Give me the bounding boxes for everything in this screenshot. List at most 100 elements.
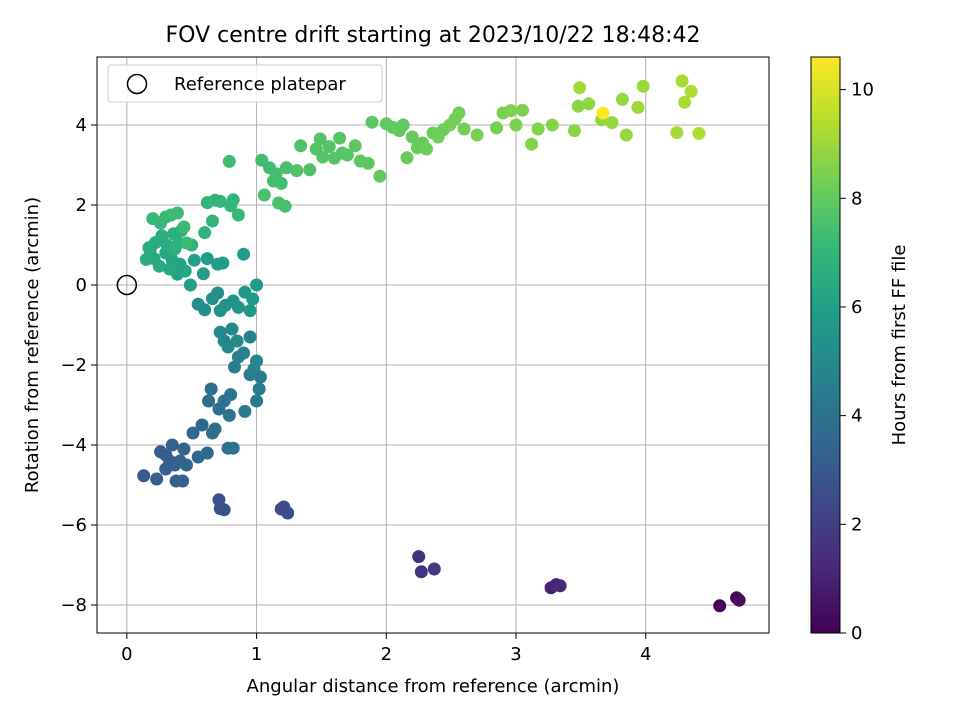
data-point [170, 206, 184, 220]
data-point [228, 360, 242, 374]
data-point [470, 128, 484, 142]
y-axis-ticks: −8 −6 −4 −2 0 2 4 [60, 115, 97, 616]
grid [97, 57, 769, 633]
data-point [274, 176, 288, 190]
data-point [250, 394, 264, 408]
data-point [316, 150, 330, 164]
colorbar-tick-label: 6 [851, 297, 862, 318]
data-point [605, 116, 619, 130]
data-point [246, 292, 260, 306]
x-tick-label: 3 [510, 644, 521, 665]
data-point [615, 92, 629, 106]
chart-title: FOV centre drift starting at 2023/10/22 … [166, 23, 701, 48]
data-point [231, 300, 245, 314]
data-point [573, 81, 587, 95]
data-point [281, 506, 295, 520]
data-point [238, 404, 252, 418]
y-tick-label: −8 [60, 595, 87, 616]
data-point [200, 446, 214, 460]
data-point [180, 458, 194, 472]
data-point [250, 278, 264, 292]
colorbar-tick-label: 2 [851, 514, 862, 535]
data-point [348, 139, 362, 153]
data-point [252, 382, 266, 396]
data-point [230, 334, 244, 348]
data-point [213, 194, 227, 208]
data-point [692, 126, 706, 140]
data-point [619, 128, 633, 142]
y-tick-label: 0 [76, 275, 87, 296]
x-tick-label: 2 [381, 644, 392, 665]
data-point [243, 304, 257, 318]
data-point [198, 226, 212, 240]
data-point [525, 137, 539, 151]
data-point [222, 408, 236, 422]
data-point [313, 132, 327, 146]
data-point [670, 126, 684, 140]
y-tick-label: 4 [76, 115, 87, 136]
data-point [183, 278, 197, 292]
data-point [457, 122, 471, 136]
data-point [231, 208, 245, 222]
data-point [340, 148, 354, 162]
data-point [333, 131, 347, 145]
data-point [180, 236, 194, 250]
colorbar-tick-label: 4 [851, 406, 862, 427]
y-axis-label: Rotation from reference (arcmin) [22, 197, 43, 493]
data-point [509, 118, 523, 132]
data-point [150, 472, 164, 486]
colorbar-ticks: 0 2 4 6 8 10 [840, 80, 874, 644]
data-point [137, 469, 151, 483]
data-point [278, 199, 292, 213]
legend-box [107, 64, 383, 103]
data-point [452, 106, 466, 120]
data-point [400, 151, 414, 165]
data-point [224, 199, 238, 213]
data-point [195, 418, 209, 432]
legend: Reference platepar [107, 64, 383, 103]
data-point [187, 253, 201, 267]
colorbar-tick-label: 8 [851, 188, 862, 209]
data-point [322, 140, 336, 154]
data-point [186, 426, 200, 440]
data-point [226, 441, 240, 455]
colorbar-frame [810, 56, 841, 634]
data-point [732, 593, 746, 607]
data-point [177, 442, 191, 456]
data-point [257, 188, 271, 202]
data-point [237, 346, 251, 360]
data-point [165, 438, 179, 452]
data-point [678, 95, 692, 109]
data-point [414, 565, 428, 579]
data-point [373, 169, 387, 183]
data-point [412, 550, 426, 564]
data-point [636, 79, 650, 93]
data-point [211, 286, 225, 300]
colorbar-fill [811, 57, 840, 633]
data-point [216, 256, 230, 270]
data-point [208, 422, 222, 436]
x-tick-label: 4 [640, 644, 651, 665]
y-tick-label: 2 [76, 195, 87, 216]
data-point [361, 156, 375, 170]
data-point [198, 303, 212, 317]
data-point [294, 139, 308, 153]
data-point [396, 118, 410, 132]
data-point [163, 262, 177, 276]
data-point [504, 104, 518, 118]
data-point [365, 115, 379, 129]
x-tick-label: 0 [121, 644, 132, 665]
data-point [675, 74, 689, 88]
colorbar-label: Hours from first FF file [889, 245, 910, 446]
colorbar-tick-label: 10 [851, 80, 874, 101]
data-point [204, 382, 218, 396]
data-point [531, 122, 545, 136]
data-point [177, 220, 191, 234]
data-point [279, 161, 293, 175]
legend-marker [126, 73, 148, 95]
data-point [303, 163, 317, 177]
y-tick-label: −4 [60, 435, 87, 456]
data-point [684, 84, 698, 98]
data-point [713, 599, 727, 613]
